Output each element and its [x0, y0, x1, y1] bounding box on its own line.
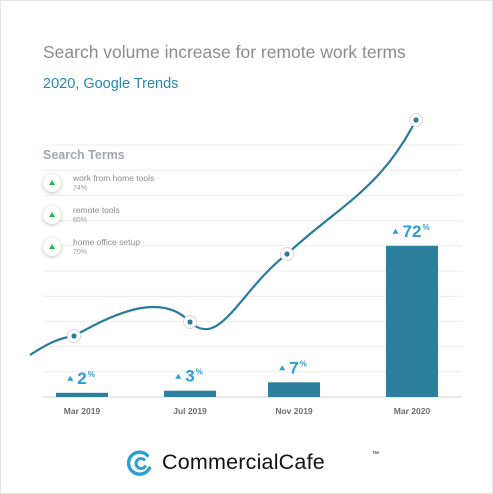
- legend-item-name: home office setup: [73, 237, 140, 247]
- legend-up-icon: [43, 238, 61, 256]
- bar-value: 2: [77, 369, 86, 388]
- legend-item-name: work from home tools: [73, 173, 155, 183]
- x-tick-label: Mar 2020: [394, 406, 431, 416]
- legend-item: work from home tools 74%: [43, 172, 154, 197]
- legend-title: Search Terms: [43, 148, 125, 162]
- up-arrow-icon: [279, 365, 286, 371]
- x-tick-label: Nov 2019: [275, 406, 313, 416]
- bar: [268, 382, 320, 397]
- bar-value-unit: %: [88, 370, 95, 379]
- legend-item-pct: 65%: [73, 217, 88, 224]
- up-arrow-icon: [175, 373, 182, 379]
- trend-point-center: [284, 251, 290, 257]
- legend-up-icon: [43, 174, 61, 192]
- commercialcafe-logo-icon: [126, 450, 152, 476]
- bar-value-unit: %: [300, 359, 307, 368]
- bar-value: 72: [403, 222, 422, 241]
- bar-value-unit: %: [423, 223, 430, 232]
- trend-point-center: [413, 117, 419, 123]
- bar-value-label: 3%: [175, 367, 203, 386]
- x-tick-label: Mar 2019: [64, 406, 101, 416]
- bar-value: 3: [185, 367, 194, 386]
- legend: Search Terms work from home tools 74% re…: [43, 148, 154, 268]
- chart-subtitle: 2020, Google Trends: [43, 76, 179, 92]
- bar-value-label: 2%: [67, 369, 95, 388]
- trend-point-center: [187, 319, 193, 325]
- bar-value-unit: %: [196, 368, 203, 377]
- brand-name: CommercialCafe: [162, 450, 325, 474]
- bar: [56, 392, 108, 397]
- legend-item-pct: 74%: [73, 185, 88, 192]
- bar-value-label: 7%: [279, 358, 307, 377]
- brand-trademark: ™: [372, 451, 379, 458]
- x-tick-label: Jul 2019: [173, 406, 207, 416]
- legend-item: remote tools 65%: [43, 204, 125, 229]
- legend-up-icon: [43, 206, 61, 224]
- up-arrow-icon: [392, 228, 399, 234]
- bar-value: 7: [289, 358, 298, 377]
- legend-item: home office setup 70%: [43, 236, 140, 261]
- bar: [386, 245, 438, 397]
- legend-item-pct: 70%: [73, 249, 88, 256]
- up-arrow-icon: [67, 375, 74, 381]
- trend-point-center: [71, 333, 77, 339]
- bar-value-label: 72%: [392, 222, 430, 241]
- bar: [164, 390, 216, 397]
- legend-item-name: remote tools: [73, 205, 120, 215]
- chart-title: Search volume increase for remote work t…: [43, 42, 406, 62]
